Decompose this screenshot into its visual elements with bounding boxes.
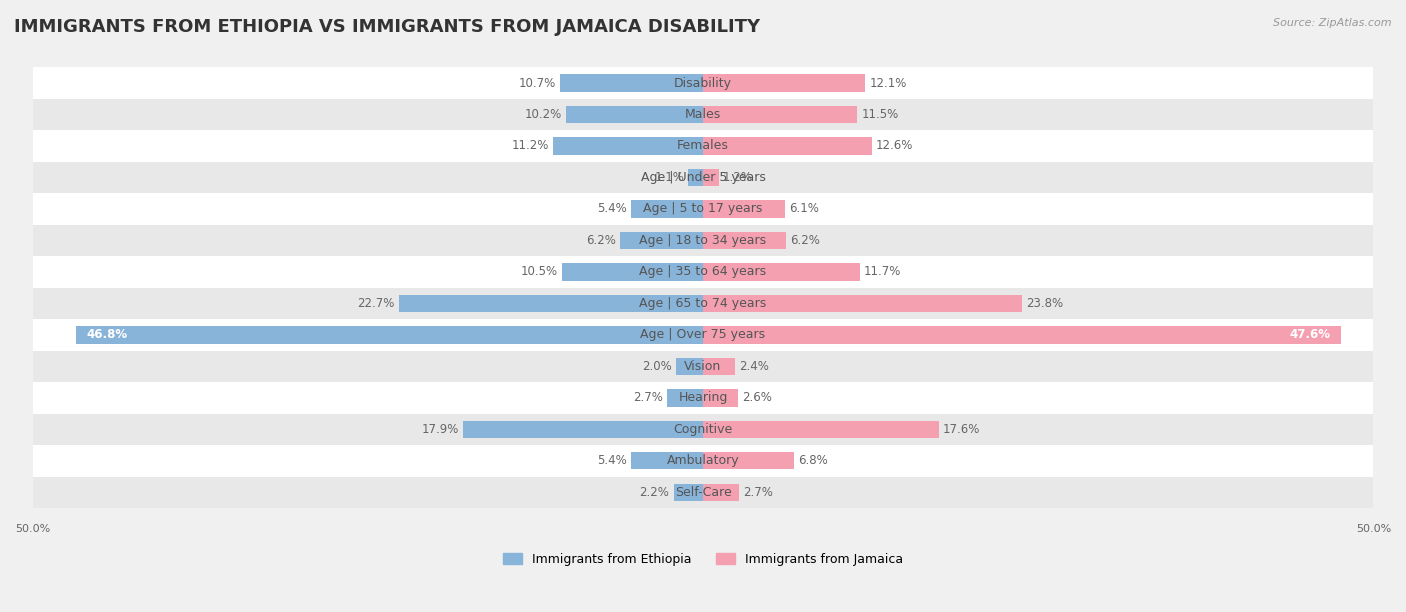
Text: Age | 35 to 64 years: Age | 35 to 64 years xyxy=(640,266,766,278)
Text: Males: Males xyxy=(685,108,721,121)
Text: 1.1%: 1.1% xyxy=(654,171,685,184)
Bar xyxy=(631,200,703,218)
Text: 6.2%: 6.2% xyxy=(586,234,616,247)
Bar xyxy=(666,389,703,406)
Text: 2.7%: 2.7% xyxy=(633,391,662,405)
Bar xyxy=(703,232,786,249)
Text: Self-Care: Self-Care xyxy=(675,486,731,499)
Bar xyxy=(32,256,1374,288)
Bar xyxy=(703,106,858,123)
Bar xyxy=(673,483,703,501)
Text: Age | 65 to 74 years: Age | 65 to 74 years xyxy=(640,297,766,310)
Text: Cognitive: Cognitive xyxy=(673,423,733,436)
Text: 2.2%: 2.2% xyxy=(640,486,669,499)
Bar xyxy=(32,130,1374,162)
Text: Age | 5 to 17 years: Age | 5 to 17 years xyxy=(644,203,762,215)
Text: Females: Females xyxy=(678,140,728,152)
Bar xyxy=(689,169,703,186)
Bar xyxy=(631,452,703,469)
Bar xyxy=(703,389,738,406)
Text: 10.5%: 10.5% xyxy=(522,266,558,278)
Text: 11.5%: 11.5% xyxy=(862,108,898,121)
Text: 6.2%: 6.2% xyxy=(790,234,820,247)
Bar xyxy=(32,225,1374,256)
Text: 12.1%: 12.1% xyxy=(869,76,907,89)
Legend: Immigrants from Ethiopia, Immigrants from Jamaica: Immigrants from Ethiopia, Immigrants fro… xyxy=(498,548,908,571)
Text: Ambulatory: Ambulatory xyxy=(666,454,740,468)
Text: 47.6%: 47.6% xyxy=(1289,329,1330,341)
Bar xyxy=(32,414,1374,445)
Text: 11.2%: 11.2% xyxy=(512,140,548,152)
Bar xyxy=(32,193,1374,225)
Text: 17.6%: 17.6% xyxy=(943,423,980,436)
Bar xyxy=(399,295,703,312)
Text: Source: ZipAtlas.com: Source: ZipAtlas.com xyxy=(1274,18,1392,28)
Bar xyxy=(676,358,703,375)
Bar xyxy=(32,67,1374,99)
Bar xyxy=(703,200,785,218)
Bar xyxy=(703,452,794,469)
Bar xyxy=(703,75,865,92)
Text: 2.4%: 2.4% xyxy=(740,360,769,373)
Text: Disability: Disability xyxy=(673,76,733,89)
Text: 5.4%: 5.4% xyxy=(596,203,627,215)
Bar xyxy=(703,326,1341,343)
Bar xyxy=(703,169,718,186)
Bar xyxy=(562,263,703,280)
Bar xyxy=(567,106,703,123)
Text: 2.6%: 2.6% xyxy=(742,391,772,405)
Bar xyxy=(463,420,703,438)
Text: 6.1%: 6.1% xyxy=(789,203,818,215)
Bar xyxy=(703,295,1022,312)
Text: 5.4%: 5.4% xyxy=(596,454,627,468)
Bar xyxy=(560,75,703,92)
Bar xyxy=(32,351,1374,382)
Bar xyxy=(32,99,1374,130)
Text: 2.0%: 2.0% xyxy=(643,360,672,373)
Text: 10.2%: 10.2% xyxy=(524,108,562,121)
Bar xyxy=(703,137,872,155)
Bar xyxy=(703,358,735,375)
Bar xyxy=(32,319,1374,351)
Text: 1.2%: 1.2% xyxy=(723,171,754,184)
Text: IMMIGRANTS FROM ETHIOPIA VS IMMIGRANTS FROM JAMAICA DISABILITY: IMMIGRANTS FROM ETHIOPIA VS IMMIGRANTS F… xyxy=(14,18,761,36)
Bar xyxy=(32,288,1374,319)
Bar xyxy=(703,420,939,438)
Text: 22.7%: 22.7% xyxy=(357,297,395,310)
Bar xyxy=(32,382,1374,414)
Bar xyxy=(32,162,1374,193)
Text: Age | Over 75 years: Age | Over 75 years xyxy=(641,329,765,341)
Bar xyxy=(76,326,703,343)
Text: 6.8%: 6.8% xyxy=(799,454,828,468)
Bar xyxy=(32,445,1374,477)
Text: Hearing: Hearing xyxy=(678,391,728,405)
Text: Age | 18 to 34 years: Age | 18 to 34 years xyxy=(640,234,766,247)
Text: 17.9%: 17.9% xyxy=(422,423,458,436)
Text: Age | Under 5 years: Age | Under 5 years xyxy=(641,171,765,184)
Bar xyxy=(32,477,1374,508)
Text: 12.6%: 12.6% xyxy=(876,140,914,152)
Text: 23.8%: 23.8% xyxy=(1026,297,1063,310)
Text: Vision: Vision xyxy=(685,360,721,373)
Text: 10.7%: 10.7% xyxy=(519,76,555,89)
Bar xyxy=(703,263,860,280)
Bar xyxy=(703,483,740,501)
Text: 46.8%: 46.8% xyxy=(86,329,128,341)
Text: 2.7%: 2.7% xyxy=(744,486,773,499)
Bar xyxy=(553,137,703,155)
Text: 11.7%: 11.7% xyxy=(863,266,901,278)
Bar xyxy=(620,232,703,249)
